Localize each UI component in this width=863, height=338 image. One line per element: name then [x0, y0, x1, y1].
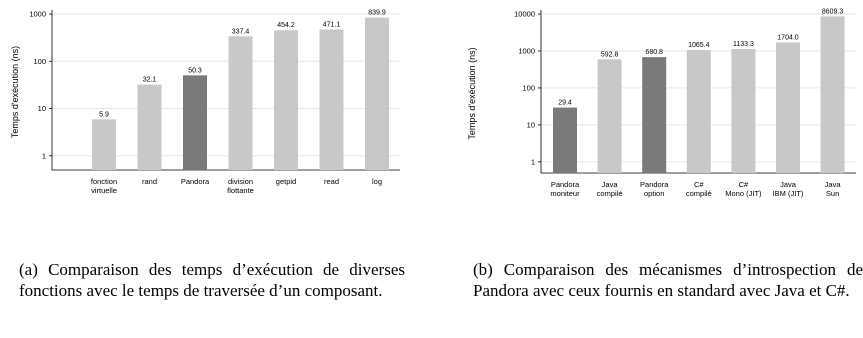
bar-value-label: 50.3	[188, 67, 202, 74]
y-tick-label: 1000	[518, 46, 535, 55]
bar-value-label: 680.8	[645, 49, 663, 56]
x-category-label: Java	[780, 180, 797, 189]
bar	[820, 16, 845, 174]
x-category-label: Java	[602, 180, 619, 189]
bar	[597, 59, 622, 174]
y-tick-label: 10000	[514, 10, 535, 19]
x-category-label: Java	[825, 180, 842, 189]
y-tick-label: 1	[531, 157, 535, 166]
y-tick-label: 1000	[29, 10, 46, 19]
bar	[137, 84, 162, 170]
caption-b: (b) Comparaison des mécanismes d’introsp…	[473, 260, 863, 300]
x-category-label: division	[228, 177, 253, 186]
x-category-label: Sun	[826, 189, 839, 198]
y-tick-label: 10	[38, 104, 46, 113]
x-category-label: Mono (JIT)	[725, 189, 762, 198]
bar-value-label: 454.2	[277, 22, 295, 29]
x-category-label: C#	[694, 180, 704, 189]
x-category-label: getpid	[276, 177, 296, 186]
x-category-label: IBM (JIT)	[773, 189, 804, 198]
bar	[183, 75, 207, 170]
bar-value-label: 8609.3	[822, 8, 844, 15]
bar	[319, 29, 344, 170]
y-tick-label: 10	[527, 120, 535, 129]
bar	[228, 36, 253, 171]
x-category-label: C#	[739, 180, 749, 189]
bar	[365, 17, 389, 170]
caption-a: (a) Comparaison des temps d’exécution de…	[19, 260, 405, 300]
bar	[92, 119, 116, 170]
bar-value-label: 1133.3	[733, 41, 754, 48]
bar	[776, 42, 800, 173]
x-category-label: read	[324, 177, 339, 186]
chart-a: 1 10 100 1000 Temps d'exécution (ns) 5.9 fonct…	[10, 10, 400, 195]
x-category-label: log	[372, 177, 382, 186]
bar-value-label: 32.1	[143, 77, 157, 84]
bar-value-label: 5.9	[99, 111, 109, 118]
y-tick-label: 100	[522, 83, 535, 92]
x-category-label: moniteur	[550, 189, 580, 198]
y-axis-label: Temps d'exécution (ns)	[10, 46, 20, 138]
x-category-label: flottante	[227, 186, 254, 195]
chart-b: 1 10 100 1000 10000 Temps d'exécution (ns) 29.…	[467, 8, 856, 198]
x-category-label: rand	[142, 177, 157, 186]
x-category-label: compilé	[686, 189, 712, 198]
bar	[274, 30, 298, 170]
bar-value-label: 839.9	[368, 10, 386, 17]
bar-value-label: 1065.4	[688, 42, 710, 49]
y-axis-label: Temps d'exécution (ns)	[467, 47, 477, 139]
bar	[731, 48, 756, 173]
x-category-label: Pandora	[640, 180, 669, 189]
x-category-label: Pandora	[181, 177, 210, 186]
y-tick-label: 1	[42, 151, 46, 160]
bar	[553, 107, 577, 173]
x-category-label: virtuelle	[91, 186, 117, 195]
x-category-label: Pandora	[551, 180, 580, 189]
x-category-label: option	[644, 189, 664, 198]
x-category-label: fonction	[91, 177, 117, 186]
bar-value-label: 471.1	[323, 21, 341, 28]
y-tick-label: 100	[33, 57, 46, 66]
bar	[686, 49, 711, 173]
bar-value-label: 592.8	[601, 51, 619, 58]
bar-value-label: 337.4	[232, 28, 250, 35]
bar	[642, 57, 667, 173]
bar-value-label: 29.4	[558, 100, 572, 107]
x-category-label: compilé	[597, 189, 623, 198]
bar-value-label: 1704.0	[777, 34, 799, 41]
